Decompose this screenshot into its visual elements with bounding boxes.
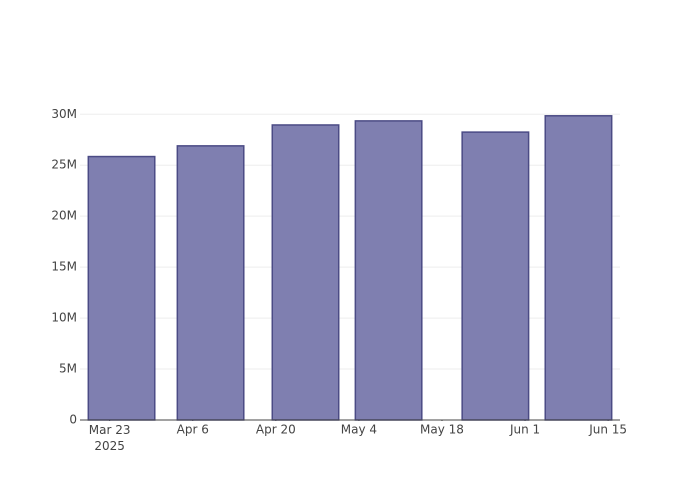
bar — [271, 124, 340, 421]
x-tick-label: Jun 15 — [588, 423, 627, 437]
y-tick-label: 30M — [51, 107, 77, 121]
y-tick-label: 0 — [69, 413, 77, 427]
bar — [461, 131, 530, 421]
bar — [176, 145, 245, 421]
y-tick-label: 10M — [51, 311, 77, 325]
x-tick-label: Jun 1 — [509, 423, 540, 437]
x-tick-label: Mar 23 2025 — [89, 423, 131, 453]
bar — [544, 115, 613, 421]
y-tick-label: 25M — [51, 158, 77, 172]
y-tick-label: 20M — [51, 209, 77, 223]
y-tick-label: 15M — [51, 260, 77, 274]
x-tick-label: Apr 20 — [256, 423, 296, 437]
bar — [87, 155, 156, 421]
bar — [354, 120, 423, 421]
x-tick-label: Apr 6 — [177, 423, 209, 437]
y-tick-label: 5M — [59, 362, 77, 376]
x-tick-label: May 18 — [420, 423, 464, 437]
x-tick-label: May 4 — [341, 423, 377, 437]
